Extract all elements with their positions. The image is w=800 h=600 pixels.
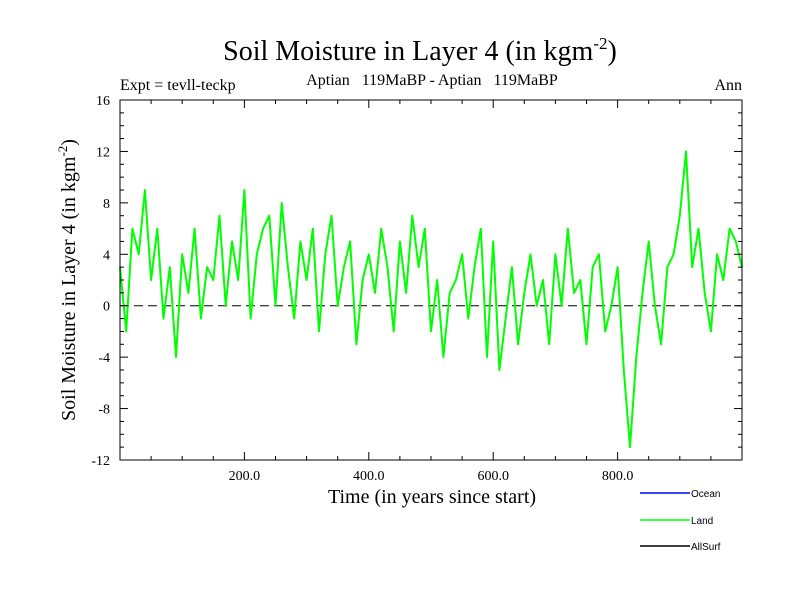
x-tick-label: 200.0 bbox=[229, 469, 261, 484]
y-tick-label: -8 bbox=[98, 403, 110, 418]
x-tick-label: 800.0 bbox=[602, 469, 634, 484]
y-tick-label: 4 bbox=[103, 248, 110, 263]
x-tick-label: 400.0 bbox=[353, 469, 385, 484]
series-line-land bbox=[119, 150, 743, 449]
y-tick-label: -12 bbox=[91, 454, 110, 469]
y-tick-label: 8 bbox=[103, 197, 110, 212]
subtitle-season: Ann bbox=[714, 77, 742, 94]
legend-label-allsurf: AllSurf bbox=[691, 542, 721, 553]
y-axis-label: Soil Moisture in Layer 4 (in kgm-2) bbox=[55, 139, 80, 421]
legend-label-land: Land bbox=[691, 516, 713, 527]
legend-label-ocean: Ocean bbox=[691, 489, 720, 500]
x-axis-label: Time (in years since start) bbox=[328, 486, 536, 508]
y-tick-label: 16 bbox=[96, 94, 110, 109]
subtitle-expt: Expt = tevll-teckp bbox=[120, 77, 236, 94]
y-tick-label: 0 bbox=[103, 300, 110, 315]
plot-frame bbox=[119, 99, 743, 461]
chart-title: Soil Moisture in Layer 4 (in kgm-2) bbox=[223, 34, 617, 67]
y-tick-label: -4 bbox=[98, 351, 110, 366]
x-tick-label: 600.0 bbox=[477, 469, 509, 484]
y-tick-label: 12 bbox=[96, 145, 110, 160]
subtitle-period: Aptian 119MaBP - Aptian 119MaBP bbox=[306, 72, 558, 89]
